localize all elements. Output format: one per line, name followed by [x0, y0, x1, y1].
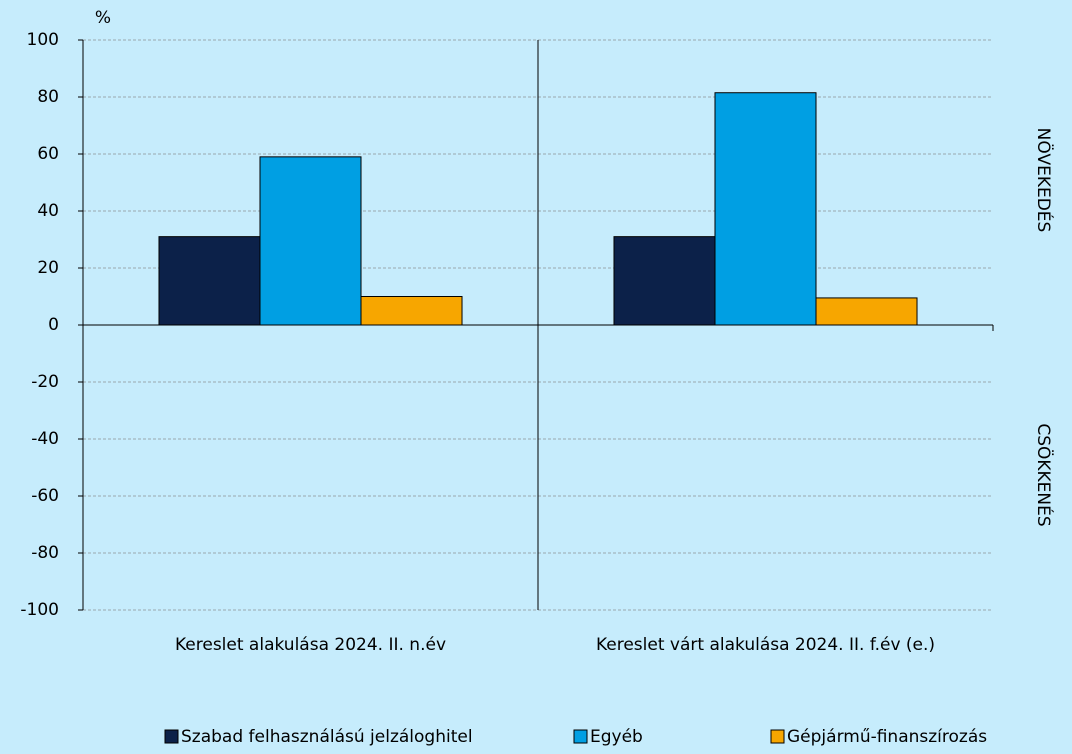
- bar: [158, 236, 261, 326]
- y-tick-label: 20: [37, 258, 59, 278]
- y-tick-label: -40: [31, 429, 59, 449]
- bar: [360, 296, 463, 326]
- legend-label: Egyéb: [590, 727, 643, 747]
- bar: [714, 92, 817, 326]
- legend-swatch: [164, 729, 179, 744]
- y-tick-label: 40: [37, 201, 59, 221]
- y-tick-label: -100: [20, 600, 59, 620]
- legend-swatch: [770, 729, 785, 744]
- bar: [613, 236, 716, 326]
- legend-label: Szabad felhasználású jelzáloghitel: [181, 727, 473, 747]
- y-tick-label: -80: [31, 543, 59, 563]
- legend-swatch: [573, 729, 588, 744]
- x-tick-label: Kereslet alakulása 2024. II. n.év: [175, 635, 446, 655]
- annotation: CSÖKKENÉS: [1033, 423, 1055, 526]
- y-tick-label: -60: [31, 486, 59, 506]
- x-tick-label: Kereslet várt alakulása 2024. II. f.év (…: [596, 635, 935, 655]
- legend-label: Gépjármű-finanszírozás: [787, 727, 987, 747]
- y-tick-label: 80: [37, 87, 59, 107]
- bar: [259, 156, 362, 326]
- y-tick-label: -20: [31, 372, 59, 392]
- bar: [815, 297, 918, 326]
- annotation: NÖVEKEDÉS: [1033, 128, 1055, 233]
- y-tick-label: 0: [48, 315, 59, 335]
- y-tick-label: 60: [37, 144, 59, 164]
- y-unit-label: %: [95, 8, 111, 28]
- y-tick-label: 100: [27, 30, 59, 50]
